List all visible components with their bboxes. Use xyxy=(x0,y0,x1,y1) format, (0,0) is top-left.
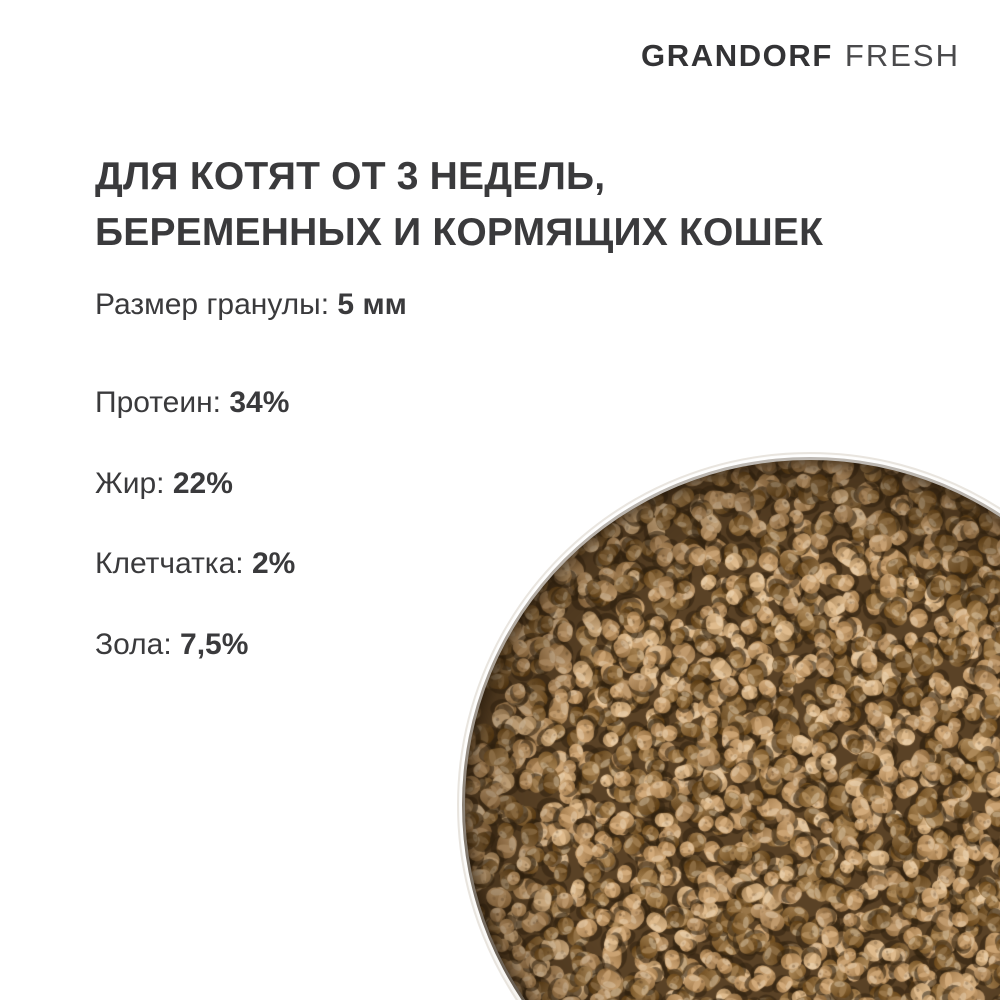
spec-row-granule-size: Размер гранулы: 5 мм xyxy=(95,286,655,324)
headline-line-1: ДЛЯ КОТЯТ ОТ 3 НЕДЕЛЬ, xyxy=(95,155,606,199)
spec-value: 34% xyxy=(229,386,290,420)
spec-value: 7,5% xyxy=(180,627,249,661)
spec-label: Жир: xyxy=(95,466,165,500)
spec-label: Клетчатка: xyxy=(95,547,244,581)
spec-row-protein: Протеин: 34% xyxy=(95,384,655,422)
spec-label: Размер гранулы: xyxy=(95,288,330,321)
spec-value: 22% xyxy=(172,466,233,500)
headline-line-2: БЕРЕМЕННЫХ И КОРМЯЩИХ КОШЕК xyxy=(95,210,824,254)
spec-row-fiber: Клетчатка: 2% xyxy=(95,545,655,583)
brand-logo: GRANDORF FRESH xyxy=(641,40,960,71)
spec-label: Зола: xyxy=(95,627,172,661)
spec-row-ash: Зола: 7,5% xyxy=(95,626,655,664)
page-title: ДЛЯ КОТЯТ ОТ 3 НЕДЕЛЬ, БЕРЕМЕННЫХ И КОРМ… xyxy=(95,149,823,260)
specification-list: Размер гранулы: 5 мм Протеин: 34% Жир: 2… xyxy=(95,286,655,664)
brand-name-secondary: FRESH xyxy=(844,38,960,73)
spec-row-fat: Жир: 22% xyxy=(95,465,655,503)
spec-value: 2% xyxy=(251,547,296,581)
brand-name-primary: GRANDORF xyxy=(641,38,833,73)
spec-label: Протеин: xyxy=(95,386,222,420)
spec-value: 5 мм xyxy=(337,288,407,321)
